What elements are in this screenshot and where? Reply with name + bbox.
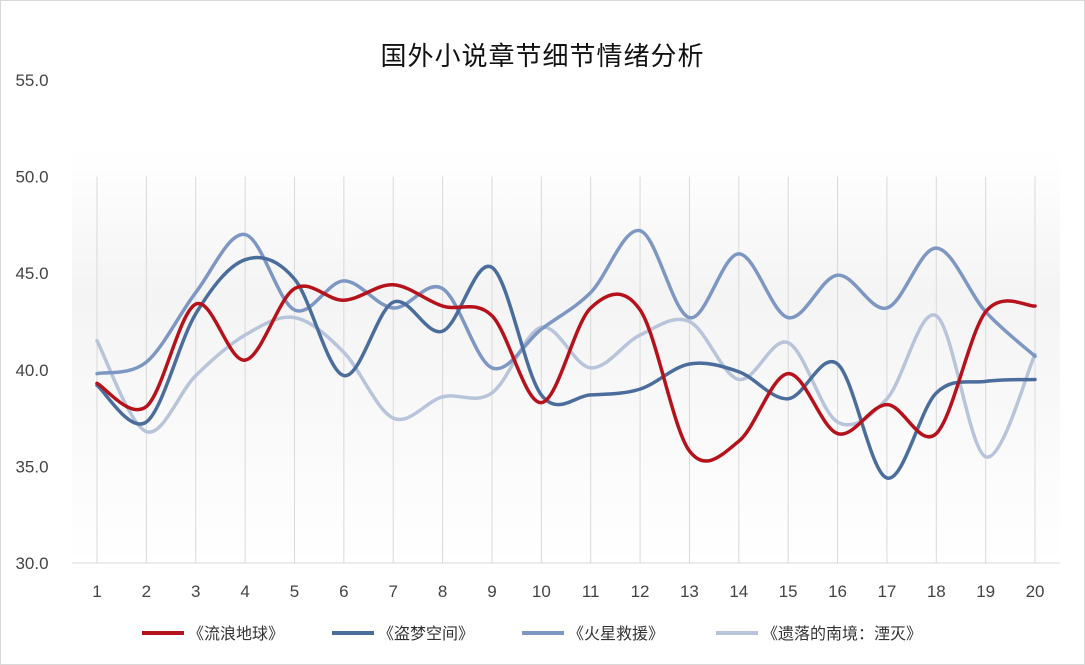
x-tick-label: 6 xyxy=(339,582,348,601)
legend-label-1: 《流浪地球》 xyxy=(188,624,284,643)
y-tick-label: 35.0 xyxy=(15,457,48,476)
x-tick-label: 19 xyxy=(976,582,995,601)
series-line-4 xyxy=(95,313,1037,459)
x-tick-label: 16 xyxy=(828,582,847,601)
x-tick-label: 20 xyxy=(1026,582,1045,601)
y-tick-label: 45.0 xyxy=(15,264,48,283)
x-tick-label: 9 xyxy=(487,582,496,601)
x-tick-label: 14 xyxy=(729,582,748,601)
series-line-2 xyxy=(95,255,1037,480)
x-tick-label: 7 xyxy=(388,582,397,601)
x-tick-label: 13 xyxy=(680,582,699,601)
legend-label-4: 《遗落的南境：湮灭》 xyxy=(762,624,922,643)
x-tick-label: 1 xyxy=(92,582,101,601)
y-tick-label: 50.0 xyxy=(15,168,48,187)
x-tick-label: 17 xyxy=(877,582,896,601)
x-tick-label: 12 xyxy=(631,582,650,601)
x-tick-label: 5 xyxy=(290,582,299,601)
y-tick-label: 40.0 xyxy=(15,361,48,380)
x-tick-label: 10 xyxy=(532,582,551,601)
y-tick-label: 30.0 xyxy=(15,554,48,573)
x-tick-label: 3 xyxy=(191,582,200,601)
legend-label-3: 《火星救援》 xyxy=(568,624,664,643)
x-tick-label: 8 xyxy=(438,582,447,601)
x-tick-label: 2 xyxy=(142,582,151,601)
y-tick-label: 55.0 xyxy=(15,71,48,90)
x-tick-label: 15 xyxy=(779,582,798,601)
chart-title: 国外小说章节细节情绪分析 xyxy=(380,42,705,72)
x-tick-label: 4 xyxy=(240,582,249,601)
series-line-3 xyxy=(95,228,1037,376)
x-tick-label: 11 xyxy=(582,582,600,601)
series-line-1 xyxy=(95,283,1037,463)
legend-label-2: 《盗梦空间》 xyxy=(378,624,474,643)
x-tick-label: 18 xyxy=(927,582,946,601)
